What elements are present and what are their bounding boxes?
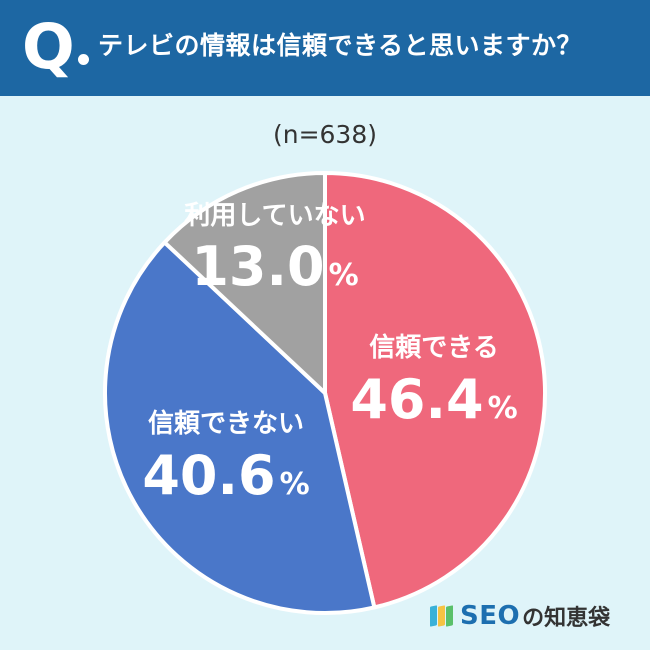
slice-value-2: 40.6% [142,444,309,507]
logo-name-text: の知恵袋 [522,606,611,631]
question-header: Q テレビの情報は信頼できると思いますか？ [0,0,650,96]
slice-label-1: 信頼できる [369,333,498,363]
sample-size: (n=638) [272,120,378,149]
pie-slice-2 [103,240,377,616]
pie-slice-1 [323,171,548,610]
q-mark: Q [22,10,75,83]
books-icon [430,603,456,629]
site-logo: SEO の知恵袋 [430,598,610,634]
pie-slice-3 [162,171,327,395]
q-dot-icon [78,54,89,65]
slice-label-2: 信頼できない [148,409,304,439]
question-text: テレビの情報は信頼できると思いますか？ [98,31,583,60]
logo-seo-text: SEO [460,601,521,631]
slice-label-3: 利用していない [184,201,365,231]
